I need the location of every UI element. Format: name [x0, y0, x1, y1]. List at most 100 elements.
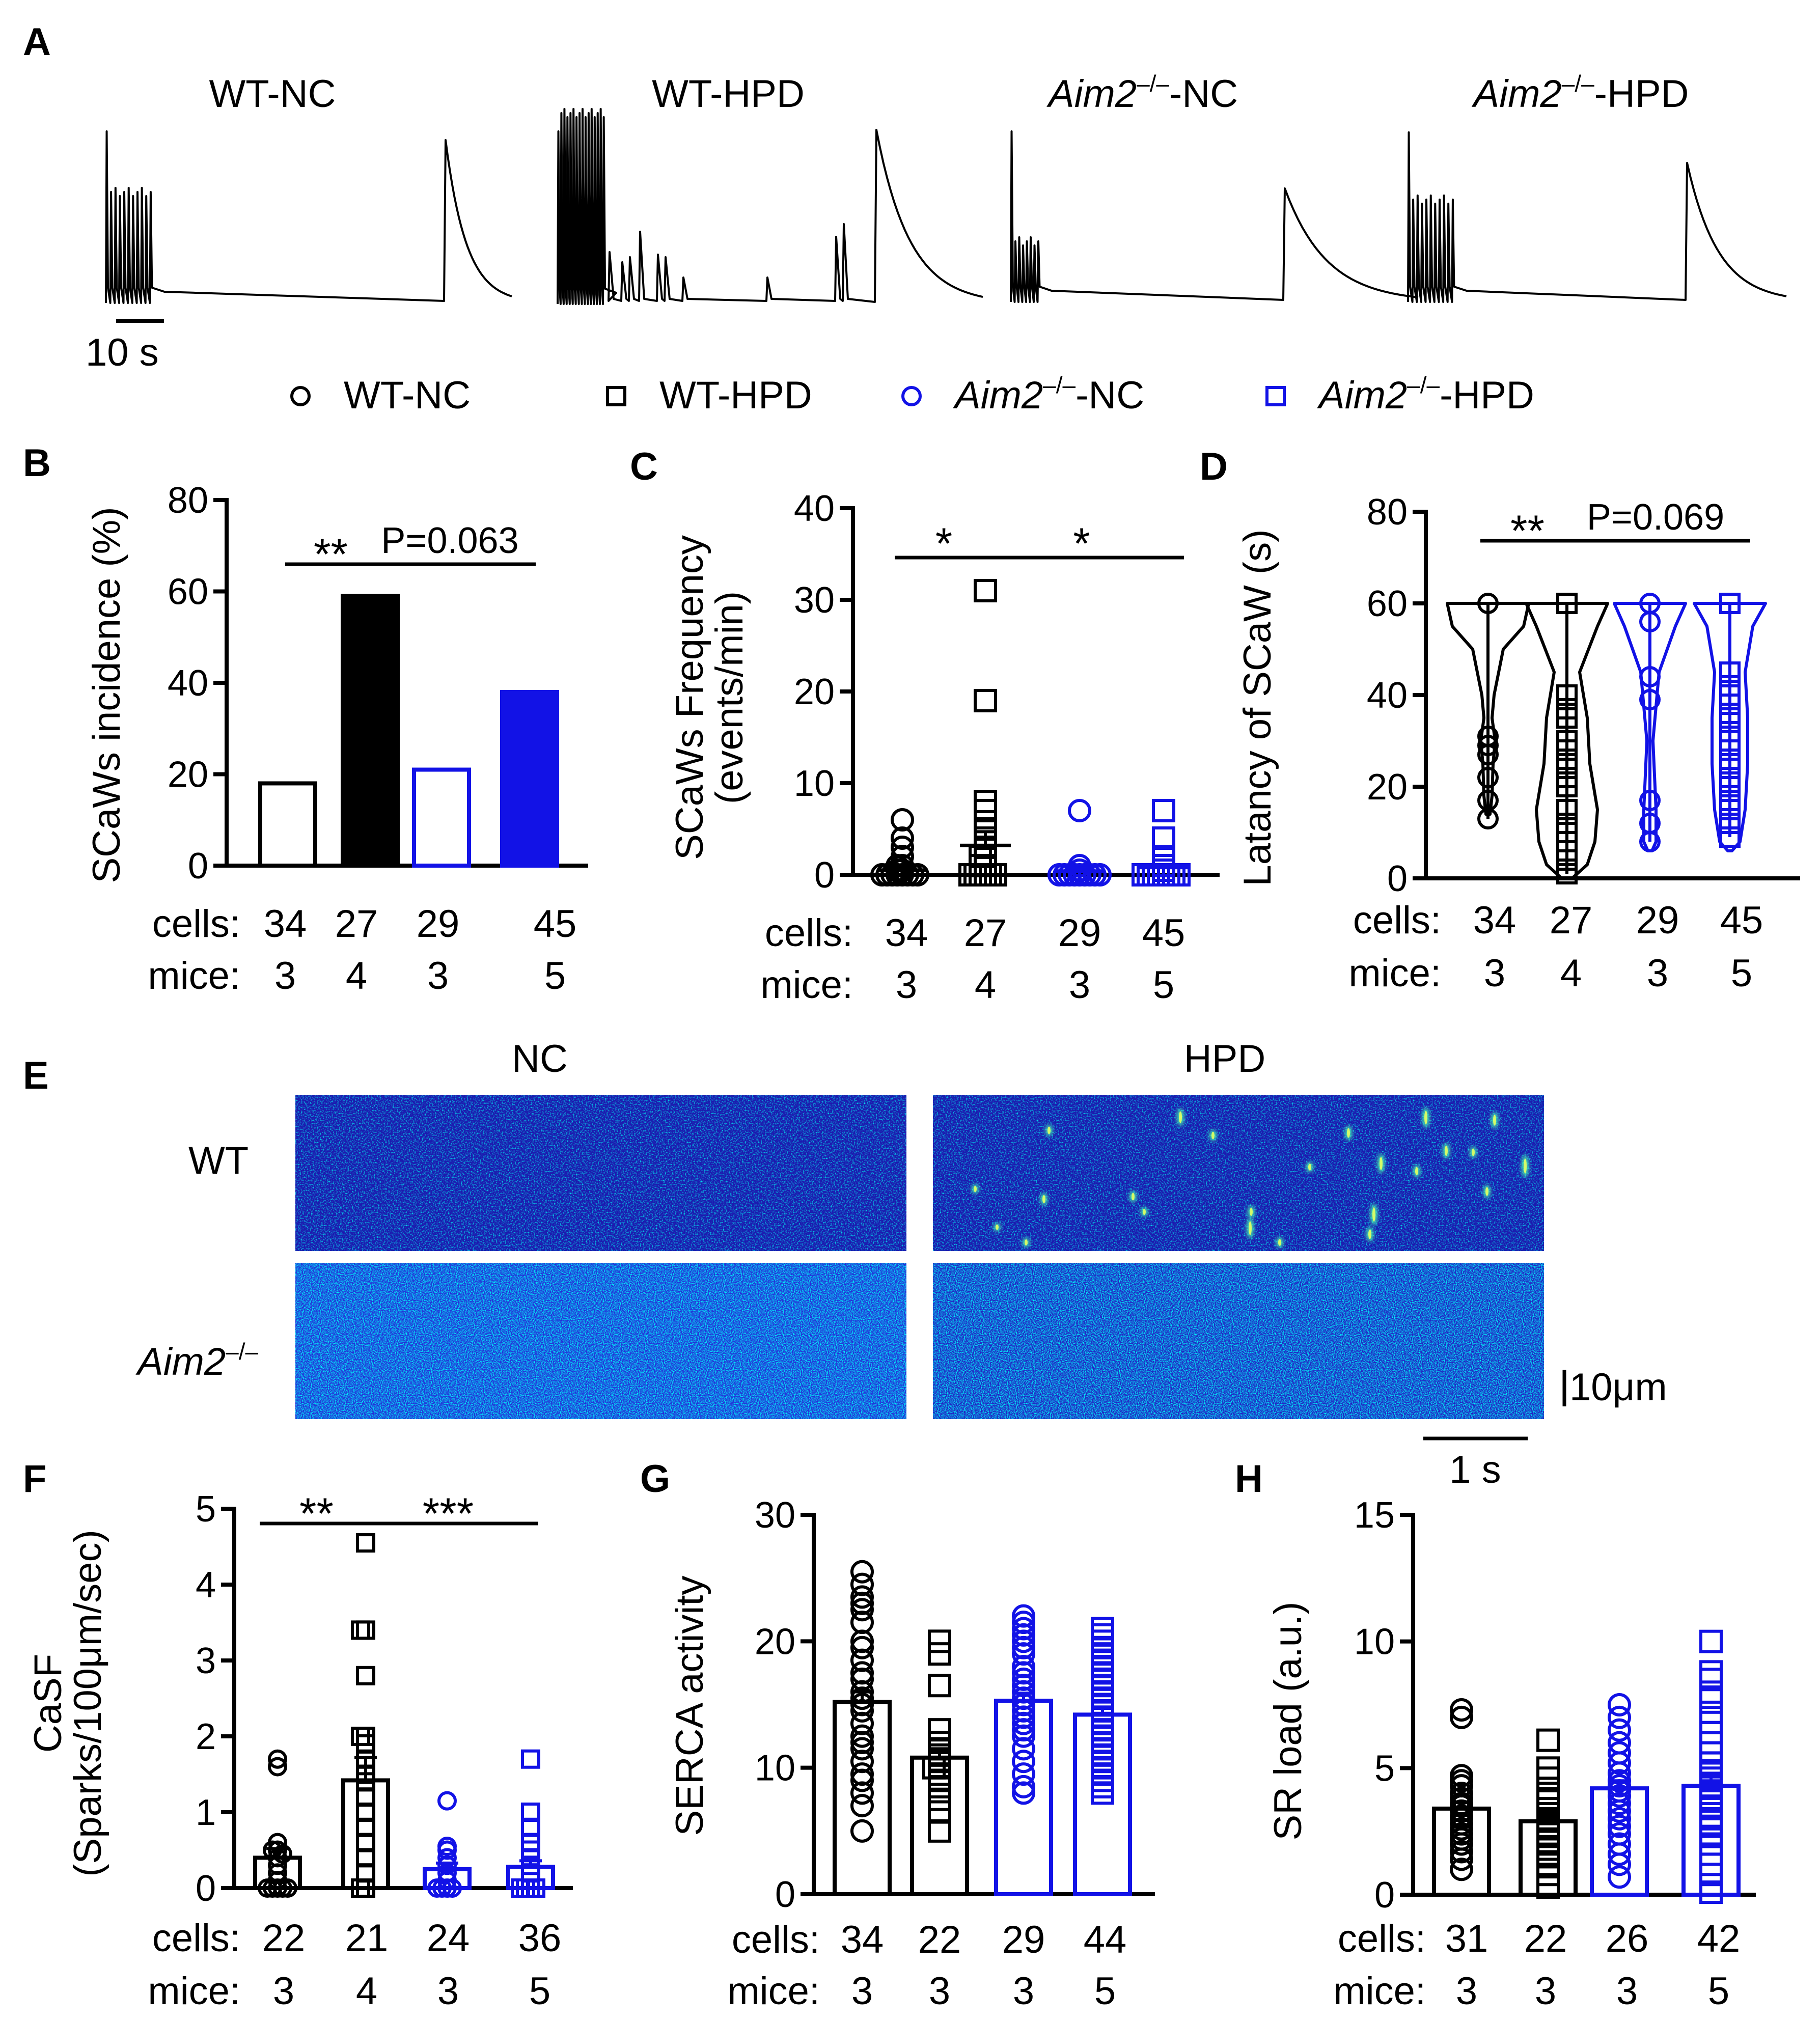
calcium-trace-3 [1407, 131, 1787, 303]
data-point [906, 863, 929, 887]
y-tick-label: 30 [755, 1495, 795, 1536]
y-tick-label: 60 [1367, 584, 1408, 624]
group-suffix: -HPD [1594, 72, 1689, 116]
y-tick-label: 10 [794, 763, 835, 804]
spark-core [1042, 1195, 1045, 1203]
data-point [356, 1620, 375, 1640]
y-tick-label: 20 [755, 1621, 795, 1662]
y-axis-label: SCaWs incidence (%) [85, 507, 128, 883]
cell-count: 29 [1636, 899, 1679, 942]
cell-count: 45 [534, 902, 577, 946]
group-suffix: WT-NC [344, 374, 471, 417]
data-point [427, 1878, 447, 1898]
data-point [1699, 1629, 1723, 1653]
cell-count: 22 [1524, 1917, 1567, 1960]
data-point [984, 863, 1007, 887]
y-tick-label: 10 [1354, 1622, 1395, 1663]
data-point [1536, 1837, 1560, 1861]
panel-letter-g: G [640, 1457, 670, 1501]
data-point [1608, 1705, 1631, 1729]
data-point [356, 1666, 375, 1685]
y-tick-label: 3 [196, 1641, 216, 1681]
mouse-count: 3 [1456, 1970, 1477, 2013]
y-axis-label: (events/min) [708, 591, 751, 804]
gene-superscript: –/– [1407, 372, 1440, 398]
mouse-count: 5 [1094, 1970, 1116, 2013]
data-point [1012, 1750, 1035, 1774]
y-tick-label: 0 [1387, 858, 1408, 899]
group-suffix: -NC [1169, 72, 1238, 116]
data-point [928, 1756, 951, 1780]
group-suffix: -HPD [1440, 374, 1534, 417]
data-point [1047, 863, 1071, 887]
data-point [351, 1878, 370, 1898]
cell-count: 34 [1473, 899, 1516, 942]
mouse-count: 5 [544, 954, 566, 998]
cell-count: 45 [1720, 899, 1763, 942]
mouse-count: 3 [896, 963, 917, 1007]
data-point [1091, 1775, 1114, 1798]
cells-label: cells: [732, 1918, 820, 1961]
data-point [1719, 593, 1741, 614]
mice-label: mice: [148, 1970, 240, 2013]
data-point [850, 1636, 874, 1659]
mouse-count: 4 [1560, 952, 1582, 995]
data-point [1012, 1781, 1035, 1805]
mouse-count: 3 [929, 1970, 950, 2013]
data-point [1536, 1863, 1560, 1887]
y-tick-label: 80 [1367, 492, 1408, 533]
data-point [1167, 863, 1191, 887]
spark-core [1347, 1128, 1350, 1138]
group-suffix: WT-HPD [652, 72, 805, 116]
data-point [958, 863, 982, 887]
data-point [850, 1794, 874, 1818]
cell-count: 22 [262, 1917, 306, 1960]
data-point [1091, 1756, 1114, 1780]
cell-count: 27 [335, 902, 378, 946]
data-point [1536, 1822, 1560, 1846]
data-point [1091, 1762, 1114, 1786]
data-point [1639, 790, 1661, 811]
y-tick-label: 0 [775, 1874, 795, 1915]
mouse-count: 3 [274, 954, 296, 998]
violin-WT-NC [1446, 602, 1530, 816]
violin-Aim2-/--HPD [1693, 602, 1767, 852]
data-point [974, 689, 997, 712]
data-point [1639, 666, 1661, 687]
data-point [1152, 826, 1175, 850]
data-point [928, 1819, 951, 1843]
cell-count: 29 [1058, 911, 1101, 955]
data-point [850, 1598, 874, 1622]
spark-core [1179, 1111, 1182, 1123]
gene-name: Aim2 [1046, 72, 1137, 116]
um-scale-label: 10μm [1569, 1366, 1667, 1409]
data-point [1699, 1685, 1723, 1709]
panel-e: E NC HPD WT Aim2–/– 10μm 1 s [23, 1037, 1667, 1491]
panel-letter-b: B [23, 441, 51, 485]
mouse-count: 5 [1708, 1970, 1729, 2013]
spark-core [1249, 1221, 1252, 1235]
data-point [1608, 1693, 1631, 1716]
data-point [268, 1757, 287, 1777]
data-point [1012, 1711, 1035, 1735]
data-point [1012, 1629, 1035, 1653]
data-point [1091, 1629, 1114, 1653]
linescan-aim2-nc [295, 1263, 906, 1419]
data-point [356, 1533, 375, 1553]
y-tick-label: 2 [196, 1716, 216, 1757]
cells-label: cells: [1338, 1917, 1426, 1960]
data-point [1012, 1737, 1035, 1761]
row-label-aim2: Aim2–/– [135, 1338, 259, 1383]
cell-count: 34 [885, 911, 928, 955]
data-point [1091, 1768, 1114, 1792]
data-point [1699, 1668, 1723, 1692]
significance-label: ** [1510, 507, 1545, 556]
mouse-count: 4 [346, 954, 367, 998]
col-label-nc: NC [512, 1037, 568, 1081]
linescan-aim2-hpd [933, 1263, 1544, 1419]
data-point [268, 1749, 287, 1769]
panel-letter-c: C [630, 445, 658, 488]
mice-label: mice: [1348, 952, 1441, 995]
spark-core [1211, 1131, 1215, 1140]
